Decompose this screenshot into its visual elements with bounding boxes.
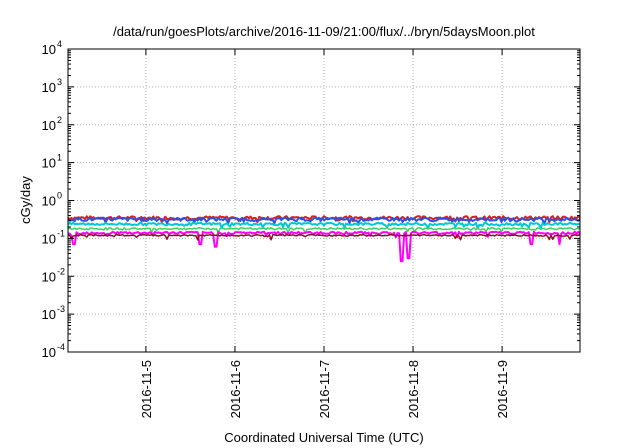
y-tick-exponent: -4 [57,342,65,352]
x-tick-label: 2016-11-7 [317,360,332,418]
y-tick-mantissa: 10 [42,345,56,360]
x-axis-ticks: 2016-11-5 2016-11-6 2016-11-7 2016-11-8 2016… [139,49,510,418]
y-axis-label: cGy/day [18,176,33,224]
y-tick-exponent: -3 [57,304,65,314]
y-tick-label: 10 4 [42,39,62,57]
y-tick-mantissa: 10 [42,118,56,133]
y-tick-mantissa: 10 [42,307,56,322]
y-tick-label: 10 -4 [42,342,65,360]
y-tick-exponent: 2 [57,115,62,125]
y-tick-label: 10 -2 [42,266,65,284]
x-tick-label: 2016-11-5 [139,360,154,418]
y-tick-mantissa: 10 [42,194,56,209]
series-line [67,233,581,241]
y-tick-label: 10 -3 [42,304,65,322]
x-tick-label: 2016-11-6 [228,360,243,418]
y-tick-exponent: -1 [57,228,65,238]
series-line [67,216,581,225]
y-tick-label: 10 3 [42,77,62,95]
y-tick-mantissa: 10 [42,42,56,57]
y-tick-label: 10 -1 [42,228,65,246]
x-tick-label: 2016-11-9 [495,360,510,418]
y-tick-label: 10 1 [42,153,62,171]
chart-title: /data/run/goesPlots/archive/2016-11-09/2… [113,24,535,39]
x-axis-label: Coordinated Universal Time (UTC) [224,430,423,445]
data-series [67,215,581,263]
series-line [67,230,581,263]
y-tick-exponent: 1 [57,153,62,163]
series-line [67,227,581,234]
y-tick-mantissa: 10 [42,156,56,171]
y-tick-exponent: 0 [57,191,62,201]
y-tick-exponent: 4 [57,39,62,49]
y-tick-mantissa: 10 [42,80,56,95]
y-tick-mantissa: 10 [42,231,56,246]
series-line [67,221,581,230]
x-tick-label: 2016-11-8 [406,360,421,418]
y-tick-label: 10 2 [42,115,62,133]
y-tick-exponent: 3 [57,77,62,87]
series-line [67,215,581,224]
y-tick-mantissa: 10 [42,269,56,284]
y-tick-label: 10 0 [42,191,62,209]
grid-lines [68,49,580,352]
y-tick-exponent: -2 [57,266,65,276]
